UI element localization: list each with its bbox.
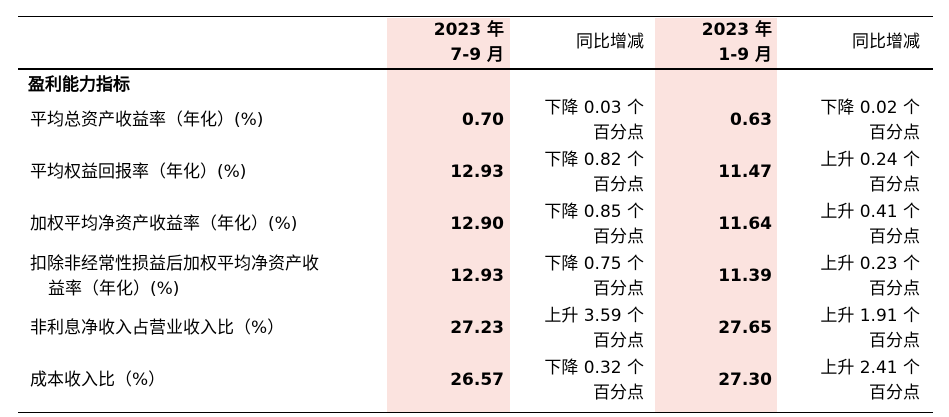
row-label: 加权平均净资产收益率（年化）(%): [30, 214, 298, 234]
row-label: 成本收入比（%）: [30, 370, 166, 390]
q3-value: 27.23: [450, 318, 504, 338]
table-bottom-rule: [18, 412, 933, 413]
q3-change-line2: 百分点: [593, 227, 644, 247]
header-bottom-rule: [18, 68, 933, 70]
section-title: 盈利能力指标: [28, 75, 130, 95]
ytd-value: 0.63: [730, 110, 772, 130]
ytd-change-line1: 上升 2.41 个: [820, 358, 920, 378]
ytd-value: 27.30: [718, 370, 772, 390]
row-label-line1: 扣除非经常性损益后加权平均净资产收: [30, 254, 319, 274]
q3-change-line1: 下降 0.75 个: [544, 254, 644, 274]
ytd-change-line2: 百分点: [869, 123, 920, 143]
q3-change-line2: 百分点: [593, 175, 644, 195]
ytd-change-line1: 上升 1.91 个: [820, 306, 920, 326]
q3-change-line2: 百分点: [593, 279, 644, 299]
q3-value: 12.90: [450, 214, 504, 234]
row-label-line2: 益率（年化）(%): [48, 279, 180, 299]
row-label: 平均总资产收益率（年化）(%): [30, 110, 264, 130]
ytd-change-line2: 百分点: [869, 175, 920, 195]
ytd-value: 11.39: [718, 266, 772, 286]
q3-value: 0.70: [462, 110, 504, 130]
q3-period-range: 7-9 月: [450, 45, 504, 65]
ytd-change-line1: 上升 0.24 个: [820, 150, 920, 170]
ytd-change-line2: 百分点: [869, 383, 920, 403]
q3-value: 12.93: [450, 266, 504, 286]
q3-change-header: 同比增减: [576, 32, 644, 52]
q3-column-highlight: [387, 18, 510, 413]
ytd-period-year: 2023 年: [701, 20, 772, 40]
ytd-column-highlight: [655, 18, 777, 413]
q3-value: 26.57: [450, 370, 504, 390]
ytd-period-range: 1-9 月: [718, 45, 772, 65]
table-top-rule: [18, 16, 933, 17]
row-label: 非利息净收入占营业收入比（%）: [30, 318, 285, 338]
row-label: 平均权益回报率（年化）(%): [30, 162, 247, 182]
ytd-change-line2: 百分点: [869, 279, 920, 299]
ytd-value: 11.64: [718, 214, 772, 234]
q3-change-line1: 上升 3.59 个: [544, 306, 644, 326]
q3-value: 12.93: [450, 162, 504, 182]
ytd-value: 27.65: [718, 318, 772, 338]
q3-change-line1: 下降 0.32 个: [544, 358, 644, 378]
q3-change-line1: 下降 0.85 个: [544, 202, 644, 222]
q3-period-year: 2023 年: [433, 20, 504, 40]
ytd-change-line1: 下降 0.02 个: [820, 98, 920, 118]
ytd-change-header: 同比增减: [852, 32, 920, 52]
ytd-change-line2: 百分点: [869, 331, 920, 351]
q3-change-line1: 下降 0.03 个: [544, 98, 644, 118]
q3-change-line1: 下降 0.82 个: [544, 150, 644, 170]
q3-change-line2: 百分点: [593, 123, 644, 143]
ytd-change-line2: 百分点: [869, 227, 920, 247]
q3-change-line2: 百分点: [593, 383, 644, 403]
ytd-change-line1: 上升 0.23 个: [820, 254, 920, 274]
ytd-change-line1: 上升 0.41 个: [820, 202, 920, 222]
ytd-value: 11.47: [718, 162, 772, 182]
q3-change-line2: 百分点: [593, 331, 644, 351]
